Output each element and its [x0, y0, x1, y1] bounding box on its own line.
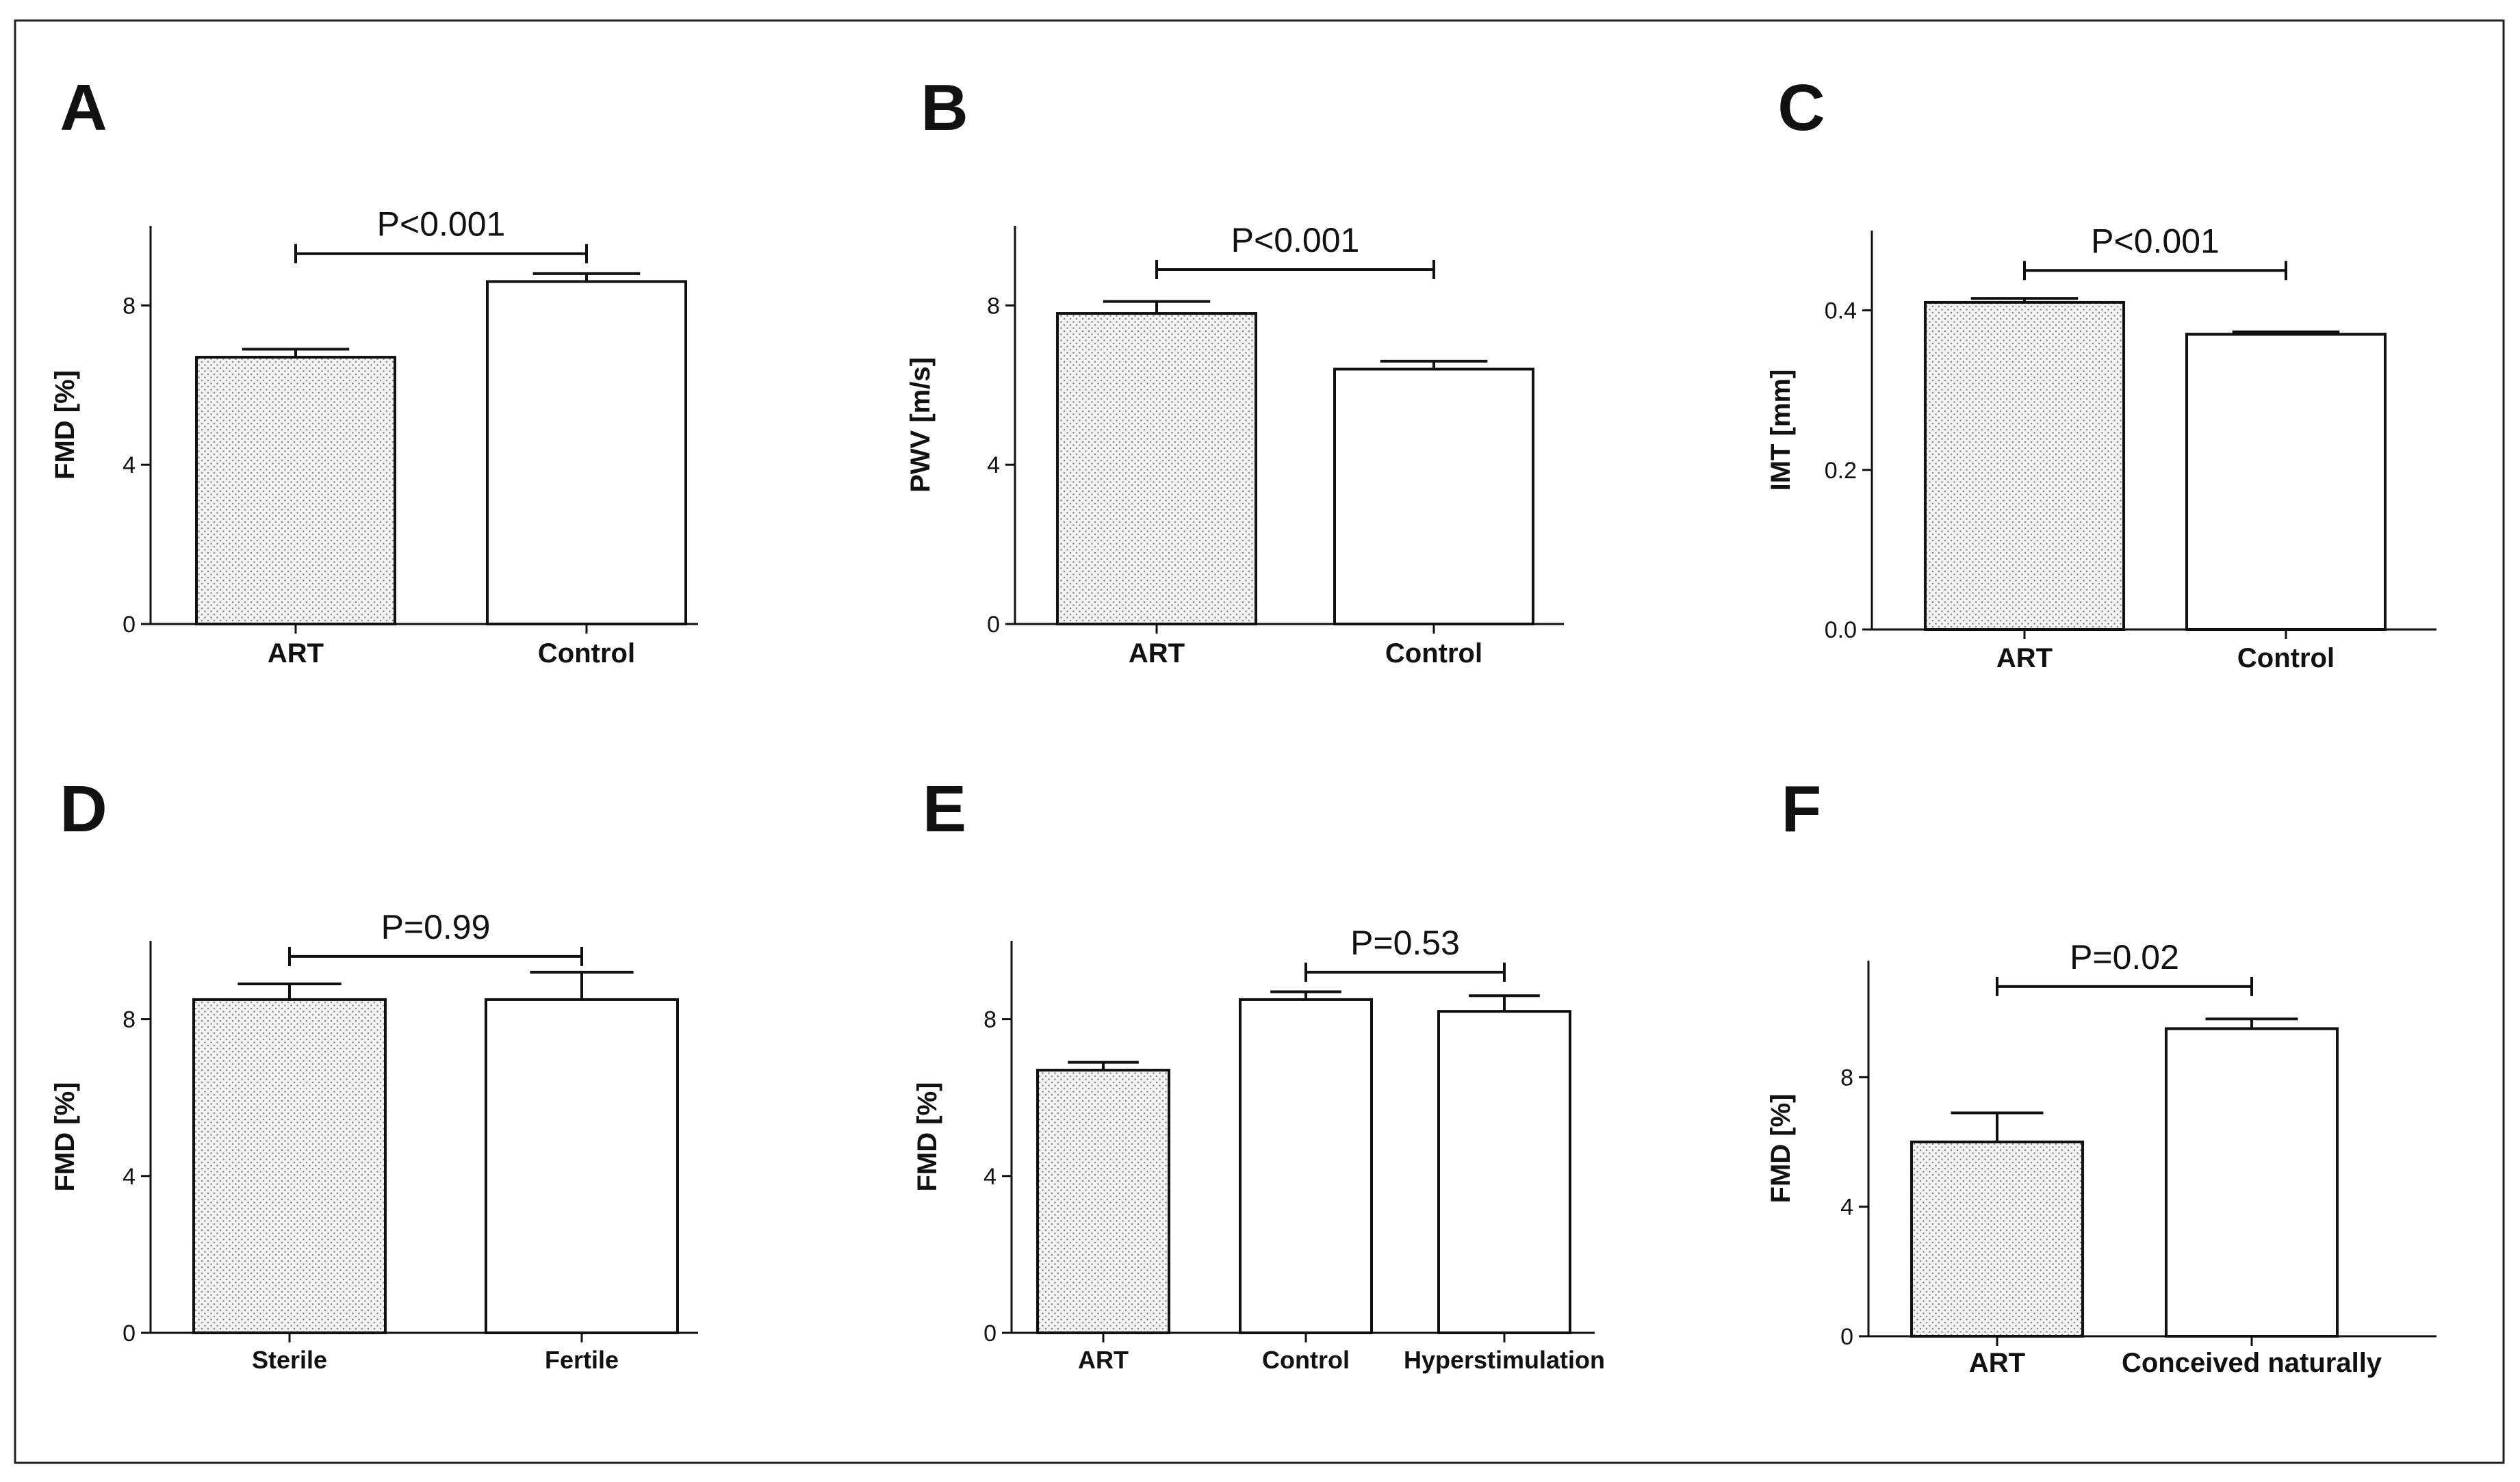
y-axis-label: PWV [m/s] — [905, 357, 936, 493]
bar-conceived-naturally — [2165, 1027, 2339, 1338]
category-label: Control — [2237, 643, 2335, 673]
y-tick-label: 0.2 — [1825, 458, 1857, 484]
panel-b: B 0 4 8 PWV [m/s] ART Control P<0.001 — [905, 71, 1564, 668]
bar-fertile — [485, 998, 679, 1334]
bar-art — [1056, 312, 1257, 625]
y-axis-label: FMD [%] — [50, 1082, 80, 1192]
y-tick-label: 8 — [123, 1007, 136, 1033]
category-label: Control — [538, 638, 635, 668]
y-tick-label: 0 — [983, 1321, 997, 1347]
category-label: Hyperstimulation — [1404, 1346, 1605, 1374]
panel-letter: C — [1777, 71, 1825, 144]
category-label: ART — [1129, 638, 1185, 668]
y-tick-label: 0.4 — [1825, 298, 1857, 324]
panel-c: C 0.0 0.2 0.4 IMT [mm] ART Control P<0.001 — [1766, 71, 2437, 673]
bar-control — [2185, 333, 2387, 631]
p-value-label: P=0.99 — [381, 908, 491, 946]
y-tick-label: 4 — [123, 1164, 136, 1190]
panel-letter: D — [60, 772, 107, 846]
p-value-label: P<0.001 — [1231, 221, 1360, 259]
panel-letter: A — [60, 71, 107, 144]
y-tick-label: 4 — [123, 452, 136, 478]
category-label: Fertile — [545, 1346, 619, 1374]
y-tick-label: 8 — [983, 1007, 997, 1033]
panel-letter: F — [1782, 772, 1822, 846]
p-value-label: P<0.001 — [2091, 222, 2220, 260]
y-tick-label: 4 — [1840, 1195, 1853, 1221]
y-tick-label: 0 — [123, 1321, 136, 1347]
y-axis-label: IMT [mm] — [1766, 369, 1796, 491]
panel-d: D 0 4 8 FMD [%] Sterile Fertile P=0.99 — [50, 772, 698, 1374]
y-axis-label: FMD [%] — [1766, 1094, 1796, 1204]
y-tick-label: 4 — [987, 452, 1000, 478]
panel-letter: E — [923, 772, 966, 846]
p-value-label: P=0.02 — [2070, 938, 2179, 976]
category-label: ART — [1996, 643, 2053, 673]
y-tick-label: 4 — [983, 1164, 997, 1190]
y-tick-label: 8 — [123, 293, 136, 319]
bar-control — [1239, 998, 1373, 1334]
p-value-label: P<0.001 — [377, 205, 506, 244]
bar-sterile — [192, 998, 387, 1334]
panel-f: F 0 4 8 FMD [%] ART Conceived naturally P=0.02 — [1766, 772, 2437, 1378]
category-label: Control — [1262, 1346, 1350, 1374]
category-label: Control — [1385, 638, 1482, 668]
panel-letter: B — [921, 71, 968, 144]
y-tick-label: 0 — [123, 612, 136, 638]
y-axis-label: FMD [%] — [50, 370, 80, 480]
bar-art — [195, 356, 396, 625]
bar-hyperstimulation — [1437, 1010, 1571, 1334]
y-axis-label: FMD [%] — [912, 1082, 942, 1192]
y-tick-label: 0 — [1840, 1324, 1853, 1350]
category-label: Conceived naturally — [2122, 1348, 2382, 1378]
panel-e: E 0 4 8 FMD [%] ART Control Hyperstimulation P=0… — [912, 772, 1605, 1374]
bar-control — [1333, 367, 1534, 626]
bar-art — [1910, 1141, 2084, 1338]
y-tick-label: 0.0 — [1825, 617, 1857, 643]
category-label: ART — [268, 638, 324, 668]
y-tick-label: 0 — [987, 612, 1000, 638]
category-label: ART — [1969, 1348, 2025, 1378]
category-label: Sterile — [252, 1346, 327, 1374]
bar-art — [1924, 300, 2125, 631]
category-label: ART — [1078, 1346, 1129, 1374]
bar-control — [486, 280, 687, 625]
bar-art — [1036, 1069, 1170, 1334]
panel-a: A 0 4 8 FMD [%] ART Control P<0.001 — [50, 71, 698, 668]
p-value-label: P=0.53 — [1350, 924, 1460, 962]
y-tick-label: 8 — [1840, 1065, 1853, 1091]
y-tick-label: 8 — [987, 293, 1000, 319]
